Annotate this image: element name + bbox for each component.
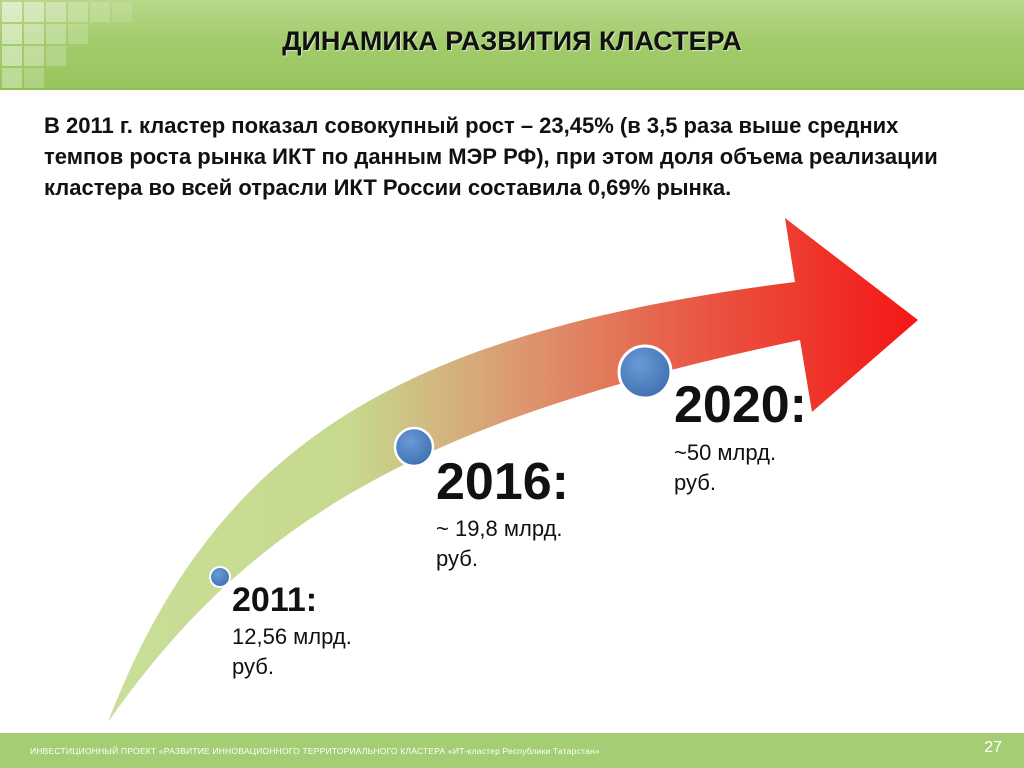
milestone-year: 2016: [436, 453, 569, 511]
milestone-marker-2016 [393, 426, 435, 468]
milestone-marker-2020 [617, 344, 673, 400]
milestone-marker-2011 [209, 566, 231, 588]
page-number: 27 [984, 739, 1002, 756]
milestone-value: 12,56 млрд. руб. [232, 624, 352, 679]
intro-paragraph: В 2011 г. кластер показал совокупный рос… [44, 113, 938, 200]
header-band [0, 0, 1024, 90]
header-divider [0, 88, 1024, 90]
slide-title: ДИНАМИКА РАЗВИТИЯ КЛАСТЕРА [282, 26, 742, 56]
milestone-2020: 2020: ~50 млрд. руб. [674, 372, 824, 498]
milestone-year: 2020: [674, 376, 807, 434]
footer-project-label: ИНВЕСТИЦИОННЫЙ ПРОЕКТ «РАЗВИТИЕ ИННОВАЦИ… [30, 746, 600, 756]
footer-bar: ИНВЕСТИЦИОННЫЙ ПРОЕКТ «РАЗВИТИЕ ИННОВАЦИ… [0, 733, 1024, 768]
milestone-2016: 2016: ~ 19,8 млрд. руб. [436, 450, 596, 574]
growth-arrow-body [108, 218, 918, 722]
milestone-2011: 2011: 12,56 млрд. руб. [232, 580, 382, 682]
milestone-value: ~ 19,8 млрд. руб. [436, 516, 563, 571]
milestone-value: ~50 млрд. руб. [674, 440, 777, 495]
milestone-year: 2011: [232, 581, 318, 619]
